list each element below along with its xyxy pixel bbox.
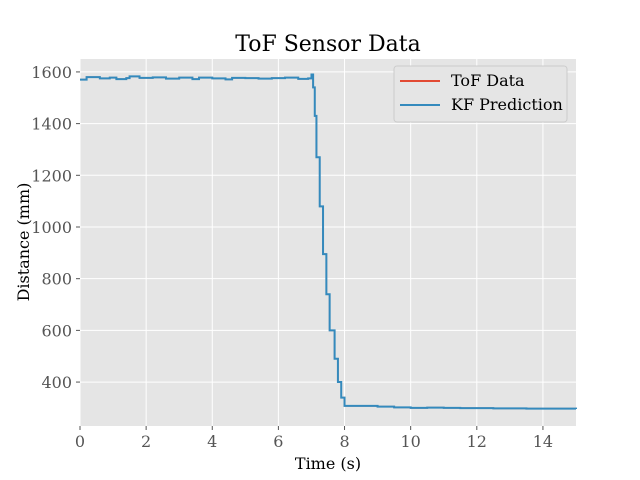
y-tick-label: 400 [41, 373, 72, 392]
y-tick-label: 1200 [31, 166, 72, 185]
y-axis-label: Distance (mm) [14, 183, 33, 302]
x-tick-label: 12 [467, 432, 487, 451]
chart-title: ToF Sensor Data [235, 32, 421, 57]
x-tick-label: 8 [339, 432, 349, 451]
legend: ToF Data KF Prediction [393, 65, 568, 123]
x-tick-label: 14 [533, 432, 553, 451]
y-tick-label: 1400 [31, 115, 72, 134]
y-tick-label: 1000 [31, 218, 72, 237]
x-tick-label: 0 [75, 432, 85, 451]
series-layer [80, 73, 577, 410]
x-tick-label: 4 [207, 432, 217, 451]
y-axis-ticks: 400 600 800 1000 1200 1400 1600 [31, 63, 80, 392]
y-tick-label: 600 [41, 321, 72, 340]
y-tick-label: 800 [41, 270, 72, 289]
x-tick-label: 2 [141, 432, 151, 451]
legend-label-tof-data: ToF Data [451, 71, 525, 90]
legend-label-kf-prediction: KF Prediction [451, 95, 563, 114]
y-tick-label: 1600 [31, 63, 72, 82]
x-tick-label: 6 [273, 432, 283, 451]
x-axis-label: Time (s) [295, 454, 361, 473]
x-tick-label: 10 [400, 432, 420, 451]
series-line-kf-prediction [80, 73, 577, 410]
x-axis-ticks: 0 2 4 6 8 10 12 14 [75, 426, 553, 451]
